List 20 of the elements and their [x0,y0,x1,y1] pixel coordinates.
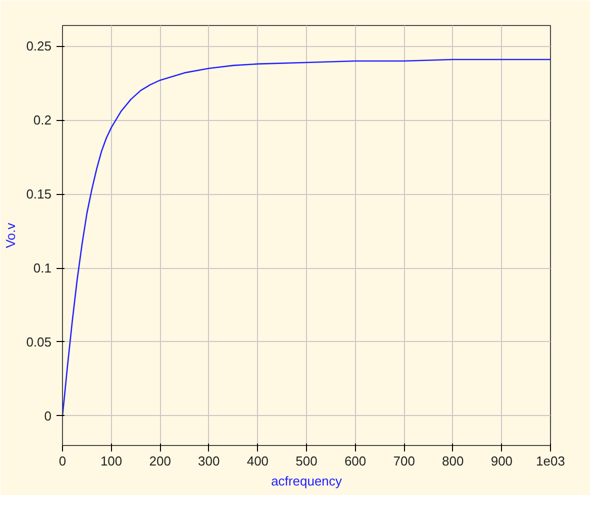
y-tick-label: 0.15 [26,186,52,202]
y-tick-label: 0 [44,408,52,424]
y-tick-label: 0.2 [33,112,52,128]
x-tick-label: 900 [490,454,513,468]
x-tick-label: 400 [246,454,269,468]
x-tick-label: 100 [100,454,122,468]
x-tick-label: 500 [296,454,318,468]
x-tick-label: 300 [198,454,220,468]
x-tick-label: 0 [58,454,66,468]
x-axis-title: acfrequency [271,474,342,488]
y-axis-title: Vo.v [3,222,18,248]
x-tick-label: 1e03 [536,454,565,468]
line-series [62,58,550,417]
x-tick-label: 600 [344,454,366,468]
x-tick-label: 200 [149,454,171,468]
y-tick-label: 0.05 [26,334,52,350]
x-tick-label: 700 [393,454,415,468]
y-tick-label: 0.1 [33,260,52,276]
y-tick-label: 0.25 [26,38,52,54]
x-tick-label: 800 [442,454,464,468]
